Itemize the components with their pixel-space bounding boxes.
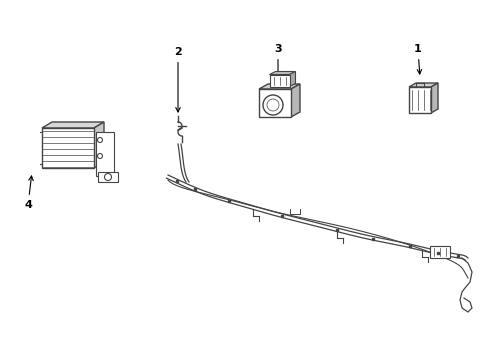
Text: 2: 2: [174, 47, 182, 112]
Polygon shape: [270, 72, 295, 75]
Text: 1: 1: [414, 44, 422, 74]
Text: 3: 3: [274, 44, 282, 76]
Bar: [409, 87, 431, 113]
Text: 4: 4: [24, 176, 33, 210]
Polygon shape: [409, 83, 438, 87]
Polygon shape: [431, 83, 438, 113]
Polygon shape: [94, 122, 104, 168]
Polygon shape: [259, 84, 300, 89]
Polygon shape: [96, 132, 114, 176]
Bar: [430, 246, 450, 258]
Bar: [259, 89, 291, 117]
Bar: [270, 75, 290, 86]
Polygon shape: [42, 122, 104, 128]
Polygon shape: [291, 84, 300, 117]
Polygon shape: [290, 72, 295, 86]
Bar: [42, 128, 94, 168]
Polygon shape: [98, 172, 118, 182]
